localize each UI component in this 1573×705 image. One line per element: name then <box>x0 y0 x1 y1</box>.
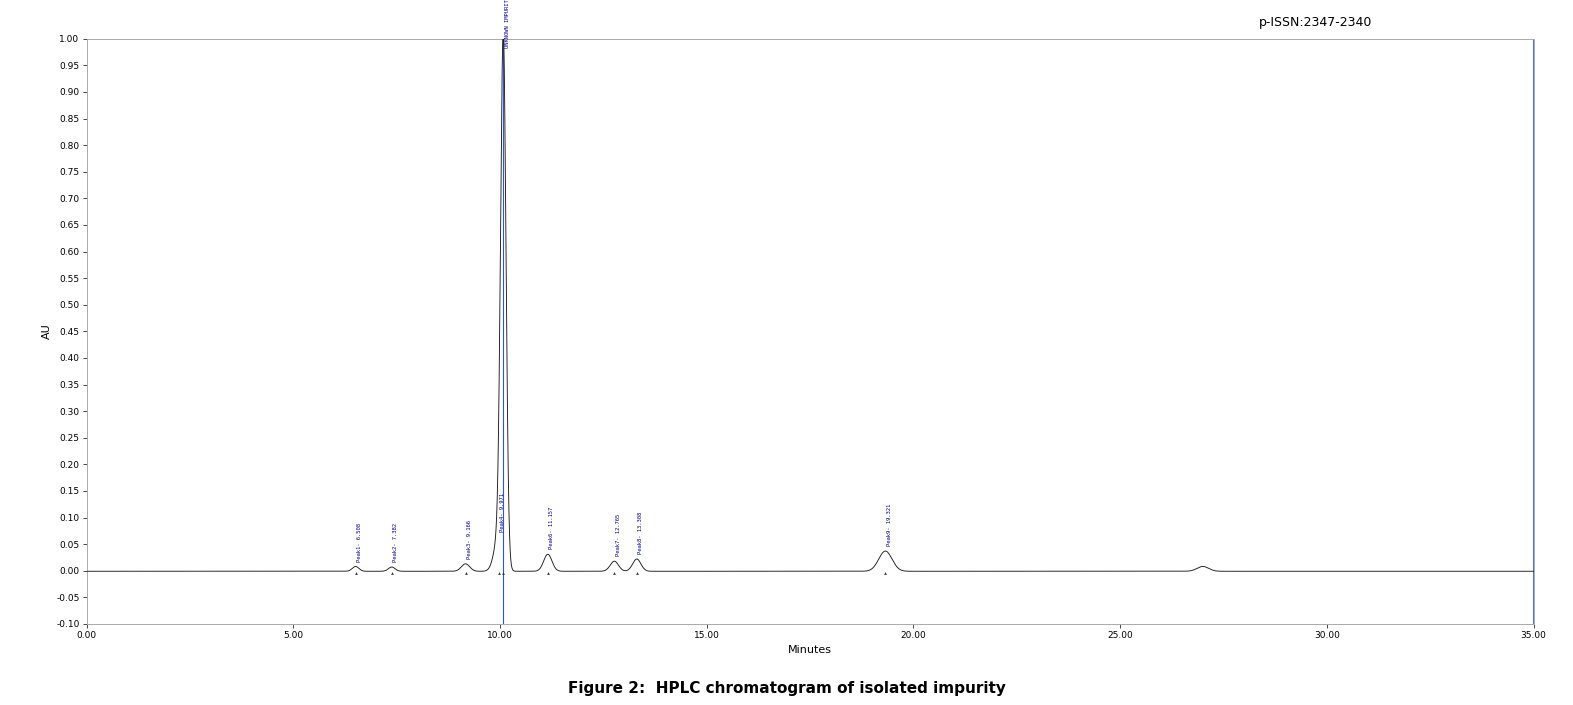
Text: Figure 2:  HPLC chromatogram of isolated impurity: Figure 2: HPLC chromatogram of isolated … <box>568 681 1005 696</box>
Text: Peak6- 11.157: Peak6- 11.157 <box>549 507 554 549</box>
Text: Peak1- 6.508: Peak1- 6.508 <box>357 522 362 562</box>
Text: UNKNOWN IMPURITY- 10.08: UNKNOWN IMPURITY- 10.08 <box>505 0 510 48</box>
Y-axis label: AU: AU <box>42 324 52 339</box>
Text: Peak8- 13.308: Peak8- 13.308 <box>639 512 643 554</box>
Text: Peak9- 19.321: Peak9- 19.321 <box>887 504 892 546</box>
X-axis label: Minutes: Minutes <box>788 645 832 656</box>
Text: Peak4- 9.971: Peak4- 9.971 <box>500 493 505 532</box>
Text: Peak7- 12.765: Peak7- 12.765 <box>617 514 621 556</box>
Text: Peak3- 9.166: Peak3- 9.166 <box>467 520 472 559</box>
Text: Peak2- 7.382: Peak2- 7.382 <box>393 523 398 562</box>
Text: p-ISSN:2347-2340: p-ISSN:2347-2340 <box>1258 16 1372 28</box>
